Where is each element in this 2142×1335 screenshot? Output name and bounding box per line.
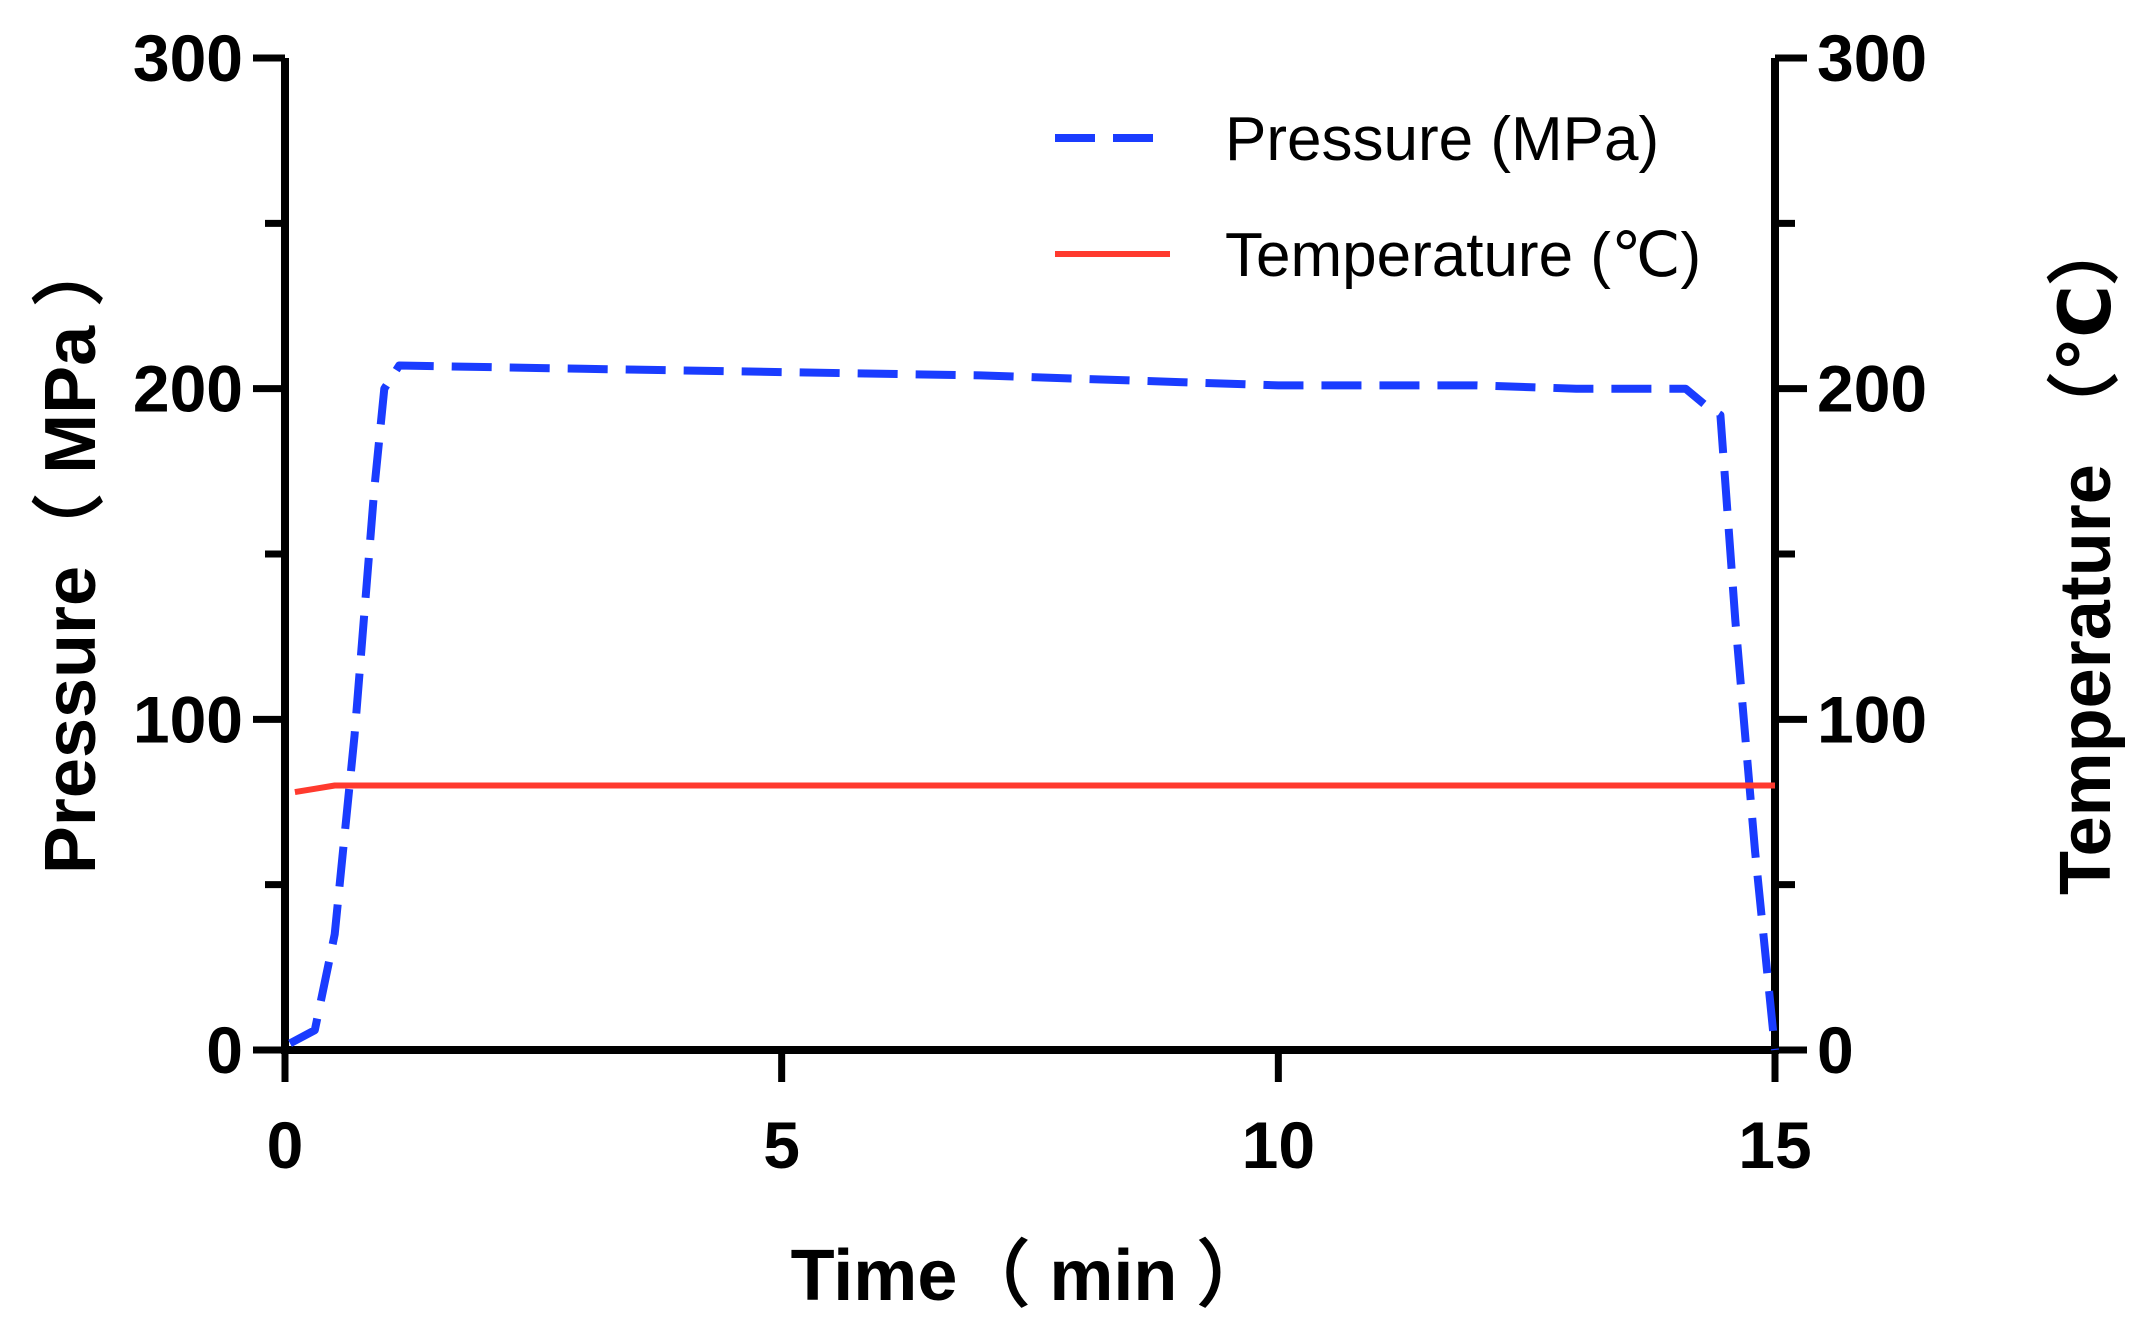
x-axis-title: Time（ min ） <box>791 1236 1270 1316</box>
x-tick-label: 15 <box>1738 1108 1811 1182</box>
y-tick-label: 300 <box>133 21 243 95</box>
legend: Pressure (MPa) Temperature (℃) <box>1055 105 1701 290</box>
series-group <box>288 361 1779 1051</box>
y2-tick-label: 100 <box>1817 682 1927 756</box>
legend-label-pressure: Pressure (MPa) <box>1225 105 1659 174</box>
y2-tick-label: 0 <box>1817 1013 1854 1087</box>
x-tick-label: 0 <box>267 1108 304 1182</box>
y2-tick-label: 200 <box>1817 352 1927 426</box>
y2-tick-label: 300 <box>1817 21 1927 95</box>
y-axis-title: Pressure（ MPa ） <box>31 234 111 874</box>
series-line-temperature <box>294 782 1775 796</box>
y-tick-label: 100 <box>133 682 243 756</box>
series-line-pressure <box>288 361 1779 1051</box>
y-tick-label: 0 <box>206 1013 243 1087</box>
y2-axis-title: Temperature （℃） <box>2046 213 2126 895</box>
tick-labels: 0 100 200 300 0 100 200 300 0 5 10 15 <box>133 21 1927 1182</box>
x-tick-label: 5 <box>763 1108 800 1182</box>
legend-label-temperature: Temperature (℃) <box>1225 221 1701 290</box>
y-tick-label: 200 <box>133 352 243 426</box>
x-tick-label: 10 <box>1242 1108 1315 1182</box>
axes <box>253 54 1807 1082</box>
axis-titles: Time（ min ） Pressure（ MPa ） Temperature （℃… <box>31 213 2126 1316</box>
